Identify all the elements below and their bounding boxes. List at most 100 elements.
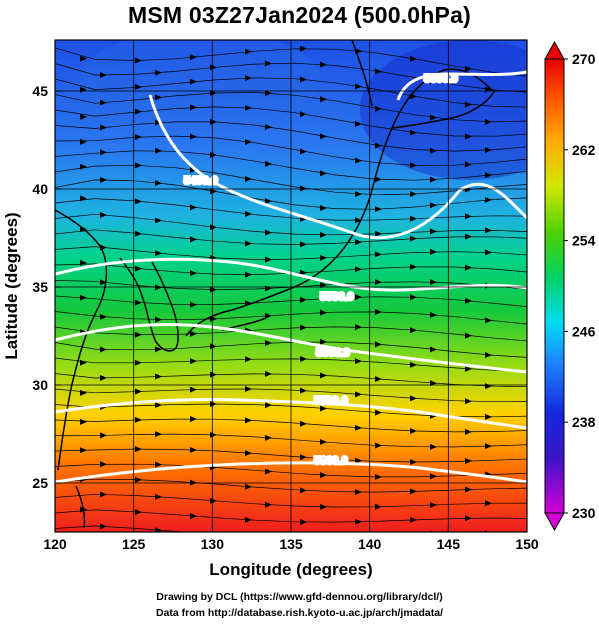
contour-line-5300.0 (396, 70, 527, 101)
wind-arrow-icon (100, 72, 107, 79)
wind-arrow-icon (210, 188, 217, 195)
colorbar: 230 238 246 254 262 270 (544, 40, 596, 532)
wind-arrow-icon (320, 372, 327, 379)
wind-arrow-icon (410, 162, 417, 169)
wind-arrow-icon (320, 133, 327, 140)
wind-arrow-icon (190, 133, 197, 140)
wind-arrow-icon (245, 48, 252, 55)
wind-arrow-icon (100, 99, 107, 106)
wind-arrow-icon (485, 249, 492, 256)
wind-arrow-icon (300, 324, 307, 331)
wind-arrow-icon (245, 271, 252, 278)
wind-arrow-icon (430, 202, 437, 209)
wind-arrow-icon (135, 57, 142, 64)
wind-arrow-icon (485, 413, 492, 420)
wind-arrow-icon (355, 518, 362, 525)
colorbar-top-arrow (544, 40, 565, 60)
wind-arrow-icon (465, 101, 472, 108)
wind-arrow-icon (190, 104, 197, 111)
wind-arrow-icon (135, 388, 142, 395)
wind-arrow-icon (80, 113, 87, 120)
wind-arrow-icon (190, 270, 197, 277)
wind-arrow-icon (355, 489, 362, 496)
y-tick-label-45: 45 (32, 83, 48, 99)
wind-arrow-icon (135, 331, 142, 338)
wind-arrow-icon (430, 311, 437, 318)
wind-arrow-icon (100, 211, 107, 218)
wind-arrow-icon (320, 405, 327, 412)
wind-arrow-icon (135, 162, 142, 169)
wind-arrow-icon (300, 296, 307, 303)
wind-arrow-icon (245, 139, 252, 146)
wind-arrow-icon (135, 265, 142, 272)
wind-arrow-icon (485, 172, 492, 179)
wind-arrow-icon (375, 230, 382, 237)
wind-arrow-icon (135, 299, 142, 306)
wind-arrow-icon (375, 409, 382, 416)
contour-line-5700.0 (55, 398, 527, 430)
wind-arrow-icon (300, 487, 307, 494)
wind-arrow-icon (300, 269, 307, 276)
wind-arrow-icon (245, 211, 252, 218)
wind-arrow-icon (80, 138, 87, 145)
y-tick-label-35: 35 (32, 279, 48, 295)
wind-arrow-icon (265, 370, 272, 377)
wind-arrow-icon (210, 224, 217, 231)
credit-data: Data from http://database.rish.kyoto-u.a… (155, 607, 444, 619)
wind-arrow-icon (485, 146, 492, 153)
x-tick-label-120: 120 (43, 536, 67, 552)
wind-arrow-icon (135, 509, 142, 516)
wind-arrow-icon (410, 458, 417, 465)
wind-arrow-icon (465, 428, 472, 435)
wind-arrow-icon (355, 191, 362, 198)
y-tick-label-30: 30 (32, 377, 48, 393)
wind-arrow-icon (245, 483, 252, 490)
wind-arrow-icon (265, 256, 272, 263)
wind-arrow-icon (155, 250, 162, 257)
x-tick-label-135: 135 (279, 536, 303, 552)
wind-arrow-icon (100, 124, 107, 131)
wind-arrow-icon (465, 515, 472, 522)
wind-arrow-icon (80, 55, 87, 62)
wind-arrow-icon (245, 240, 252, 247)
wind-arrow-icon (190, 386, 197, 393)
wind-arrow-icon (375, 206, 382, 213)
streamline (55, 62, 527, 93)
wind-arrow-icon (210, 497, 217, 504)
wind-arrow-icon (355, 120, 362, 127)
wind-arrow-icon (100, 432, 107, 439)
wind-arrow-icon (210, 151, 217, 158)
x-tick-label-150: 150 (515, 536, 539, 552)
wind-arrow-icon (410, 235, 417, 242)
wind-arrow-icon (375, 442, 382, 449)
wind-arrow-icon (375, 279, 382, 286)
wind-arrow-icon (465, 133, 472, 140)
wind-arrow-icon (375, 68, 382, 75)
wind-arrow-icon (355, 391, 362, 398)
wind-arrow-icon (355, 239, 362, 246)
wind-arrow-icon (100, 149, 107, 156)
coastline-korea (119, 257, 179, 352)
wind-arrow-icon (465, 233, 472, 240)
wind-arrow-icon (465, 213, 472, 220)
wind-arrow-icon (355, 424, 362, 431)
wind-arrow-icon (430, 78, 437, 85)
wind-arrow-icon (410, 516, 417, 523)
wind-arrow-icon (300, 45, 307, 52)
wind-arrow-icon (190, 78, 197, 85)
wind-arrow-icon (100, 374, 107, 381)
wind-arrow-icon (80, 359, 87, 366)
wind-arrow-icon (80, 447, 87, 454)
axis-ticks: 120 125 130 135 140 145 150 25 30 35 40 45 (32, 83, 538, 552)
coastline-kyushu-honshu (185, 127, 393, 337)
wind-arrow-icon (135, 416, 142, 423)
coastline-hokkaido (391, 68, 495, 129)
contour-label-5800.0: 5800.0 (314, 455, 348, 467)
wind-arrow-icon (80, 163, 87, 170)
wind-arrow-icon (300, 356, 307, 363)
x-tick-label-145: 145 (437, 536, 461, 552)
wind-arrow-icon (375, 309, 382, 316)
wind-arrow-icon (155, 431, 162, 438)
streamline (55, 150, 527, 181)
wind-arrow-icon (100, 279, 107, 286)
